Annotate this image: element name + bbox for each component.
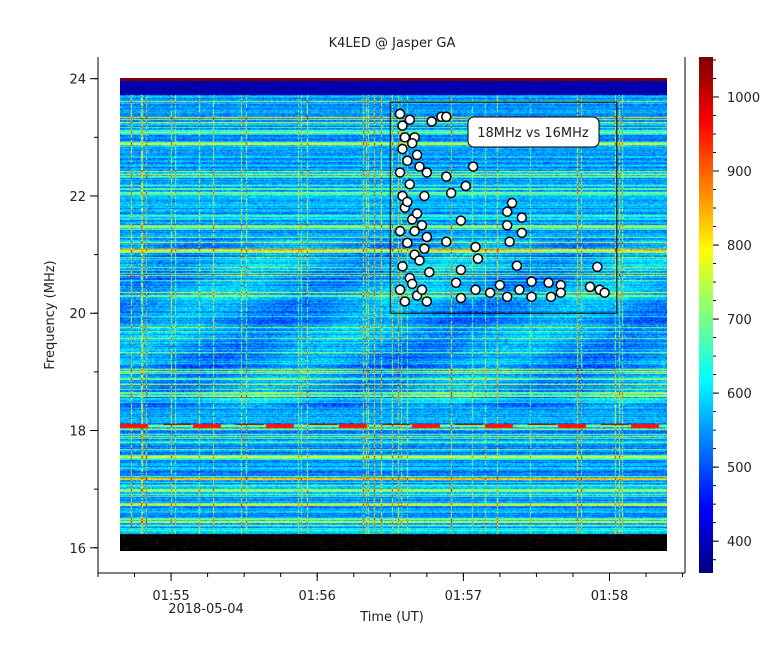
- overlay-point: [545, 291, 557, 303]
- x-tick-label: 01:58: [591, 589, 628, 604]
- overlay-point: [445, 187, 457, 199]
- overlay-point: [402, 155, 413, 167]
- overlay-point: [511, 260, 523, 271]
- overlay-point: [467, 161, 479, 172]
- overlay-point: [484, 287, 496, 298]
- overlay-point: [584, 281, 596, 293]
- y-tick-label: 20: [69, 307, 86, 322]
- overlay-point: [555, 287, 567, 298]
- overlay-label-box: [467, 116, 600, 148]
- overlay-point: [399, 296, 411, 307]
- overlay-point: [592, 261, 603, 273]
- overlay-point: [421, 296, 433, 307]
- y-axis-label: Frequency (MHz): [43, 260, 58, 369]
- overlay-point: [506, 197, 518, 209]
- overlay-point: [599, 287, 610, 298]
- overlay-box: [389, 101, 618, 314]
- overlay-point: [424, 266, 435, 278]
- overlay-point: [404, 178, 416, 190]
- overlay-point: [441, 171, 452, 182]
- overlay-point: [394, 108, 406, 120]
- overlay-point: [441, 236, 452, 247]
- overlay-point: [426, 116, 437, 127]
- overlay-point: [472, 253, 484, 264]
- overlay-point: [450, 277, 462, 288]
- x-date-label: 2018-05-04: [168, 602, 244, 617]
- colorbar: [699, 57, 713, 573]
- overlay-label: 18MHz vs 16MHz: [477, 126, 589, 141]
- colorbar-tick-label: 900: [727, 165, 752, 180]
- overlay-point: [416, 220, 428, 231]
- overlay-point: [397, 143, 408, 155]
- overlay-point: [394, 284, 406, 296]
- overlay-point: [514, 284, 525, 296]
- overlay-point: [501, 206, 513, 218]
- overlay-point: [419, 243, 430, 254]
- spectrogram-heatmap: [120, 78, 667, 551]
- x-tick-label: 01:55: [152, 589, 189, 604]
- y-tick-label: 16: [69, 542, 86, 557]
- overlay-point: [414, 255, 425, 266]
- overlay-point: [421, 231, 433, 243]
- x-axis-label: Time (UT): [359, 610, 424, 625]
- overlay-point: [455, 215, 467, 226]
- overlay-point: [409, 225, 420, 237]
- colorbar-tick-label: 800: [727, 239, 752, 254]
- overlay-point: [516, 212, 528, 223]
- y-tick-label: 18: [69, 425, 86, 440]
- overlay-point: [397, 261, 408, 272]
- overlay-point: [526, 276, 537, 287]
- x-tick-label: 01:56: [298, 589, 335, 604]
- overlay-point: [416, 284, 428, 296]
- overlay-point: [501, 291, 513, 303]
- overlay-point: [411, 208, 423, 219]
- overlay-point: [402, 237, 413, 249]
- overlay-point: [470, 241, 481, 253]
- colorbar-tick-label: 400: [727, 535, 752, 550]
- y-tick-label: 22: [69, 190, 86, 205]
- overlay-point: [470, 284, 481, 296]
- overlay-point: [419, 190, 430, 202]
- overlay-point: [394, 225, 406, 237]
- overlay-point: [494, 279, 506, 291]
- overlay-point: [411, 149, 423, 161]
- overlay-point: [455, 264, 467, 276]
- overlay-point: [543, 277, 554, 288]
- overlay-point: [501, 220, 513, 231]
- chart-title: K4LED @ Jasper GA: [329, 36, 456, 51]
- x-tick-label: 01:57: [445, 589, 482, 604]
- overlay-point: [394, 167, 406, 178]
- overlay-point: [441, 111, 452, 123]
- colorbar-tick-label: 500: [727, 461, 752, 476]
- overlay-point: [455, 292, 467, 304]
- overlay-point: [402, 196, 413, 208]
- colorbar-tick-label: 700: [727, 313, 752, 328]
- overlay-point: [406, 278, 418, 290]
- overlay-point: [404, 114, 416, 125]
- colorbar-tick-label: 1000: [727, 91, 760, 106]
- overlay-point: [460, 180, 472, 192]
- overlay-point: [406, 137, 418, 149]
- overlay-point: [414, 161, 425, 172]
- overlay-point: [526, 291, 537, 303]
- y-tick-label: 24: [69, 73, 86, 88]
- overlay-point: [397, 120, 408, 131]
- overlay-point: [421, 167, 433, 178]
- colorbar-tick-label: 600: [727, 387, 752, 402]
- overlay-point: [516, 227, 528, 239]
- overlay-point: [504, 236, 515, 247]
